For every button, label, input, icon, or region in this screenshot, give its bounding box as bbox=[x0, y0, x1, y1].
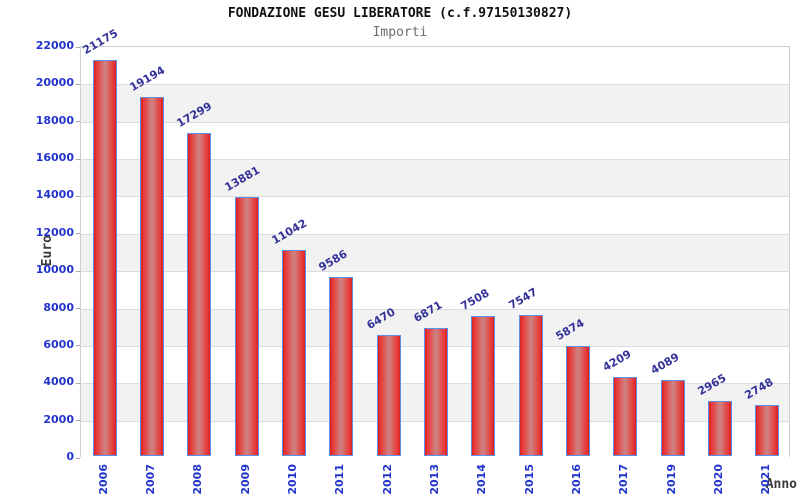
bar bbox=[613, 377, 638, 456]
bar bbox=[708, 400, 732, 456]
y-axis-tick bbox=[76, 83, 80, 85]
x-tick-label: 2013 bbox=[428, 464, 441, 495]
x-tick-label: 2011 bbox=[333, 464, 347, 495]
y-axis-tick bbox=[76, 270, 80, 272]
grid-line bbox=[81, 121, 789, 123]
y-tick-label: 20000 bbox=[35, 76, 74, 90]
y-tick-label: 10000 bbox=[35, 263, 74, 277]
x-tick-label: 2020 bbox=[712, 464, 725, 495]
x-tick-label: 2008 bbox=[191, 464, 205, 495]
bar bbox=[566, 346, 590, 456]
bar bbox=[518, 315, 543, 456]
bar bbox=[282, 249, 306, 456]
y-axis-tick bbox=[76, 382, 80, 384]
y-tick-label: 12000 bbox=[35, 225, 74, 239]
x-tick-label: 2021 bbox=[759, 464, 773, 495]
x-tick-label: 2017 bbox=[617, 464, 631, 495]
y-tick-label: 18000 bbox=[35, 113, 74, 127]
bar bbox=[92, 60, 117, 456]
y-tick-label: 8000 bbox=[43, 300, 74, 314]
x-tick-label: 2010 bbox=[286, 464, 299, 495]
y-axis-tick bbox=[76, 195, 80, 197]
x-tick-label: 2009 bbox=[238, 464, 252, 495]
grid-line bbox=[81, 84, 789, 86]
plot-area: 21175 19194 17299 13881 11042 9586 6470 6871 750… bbox=[76, 27, 790, 459]
y-axis-tick bbox=[76, 158, 80, 160]
x-tick-label: 2006 bbox=[96, 464, 110, 495]
bar bbox=[140, 97, 164, 456]
y-tick-label: 22000 bbox=[35, 39, 74, 52]
x-axis-title: Anno bbox=[765, 477, 797, 492]
x-tick-label: 2016 bbox=[570, 464, 583, 495]
x-tick-label: 2007 bbox=[144, 464, 157, 495]
grid-line bbox=[81, 159, 789, 161]
grid-band bbox=[81, 47, 789, 85]
grid-line bbox=[81, 196, 789, 198]
x-tick-label: 2015 bbox=[522, 464, 536, 495]
grid-line bbox=[81, 233, 789, 235]
y-tick-label: 14000 bbox=[35, 188, 74, 202]
bar bbox=[187, 132, 212, 456]
y-axis-tick bbox=[76, 46, 80, 48]
bar bbox=[424, 327, 448, 456]
y-axis-tick bbox=[76, 345, 80, 347]
grid-line bbox=[81, 271, 789, 273]
y-tick-label: 0 bbox=[66, 450, 74, 463]
chart-subtitle: Importi bbox=[372, 25, 428, 40]
bar bbox=[376, 335, 401, 456]
y-axis-tick bbox=[76, 233, 80, 235]
y-tick-label: 16000 bbox=[35, 151, 74, 165]
y-tick-label: 6000 bbox=[43, 337, 74, 351]
x-tick-label: 2019 bbox=[664, 464, 678, 495]
grid-band bbox=[81, 84, 789, 122]
y-axis-tick bbox=[76, 121, 80, 123]
bar bbox=[660, 379, 685, 456]
x-tick-label: 2014 bbox=[475, 464, 489, 495]
y-axis-tick bbox=[76, 420, 80, 422]
bar bbox=[234, 196, 259, 456]
grid-line bbox=[81, 308, 789, 310]
x-tick-label: 2012 bbox=[380, 464, 394, 495]
y-tick-label: 4000 bbox=[43, 375, 74, 389]
chart-title: FONDAZIONE GESU LIBERATORE (c.f.97150130… bbox=[227, 6, 573, 21]
y-axis-tick bbox=[76, 308, 80, 310]
bar bbox=[471, 315, 496, 456]
bar bbox=[329, 276, 354, 456]
y-axis-tick bbox=[76, 457, 80, 459]
y-tick-label: 2000 bbox=[43, 412, 74, 426]
bar bbox=[755, 404, 780, 456]
